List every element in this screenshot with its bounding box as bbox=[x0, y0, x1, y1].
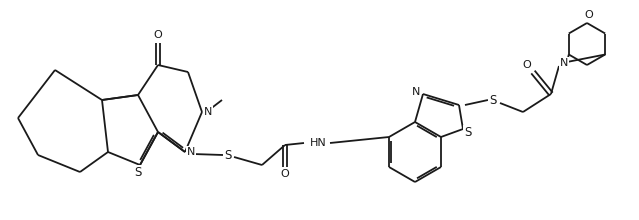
Text: N: N bbox=[204, 107, 212, 117]
Text: O: O bbox=[153, 30, 162, 40]
Text: O: O bbox=[585, 10, 594, 20]
Text: S: S bbox=[224, 148, 232, 161]
Text: N: N bbox=[412, 87, 420, 97]
Text: N: N bbox=[187, 147, 195, 157]
Text: O: O bbox=[523, 60, 532, 70]
Text: N: N bbox=[560, 58, 568, 68]
Text: O: O bbox=[281, 169, 289, 179]
Text: HN: HN bbox=[310, 138, 327, 148]
Text: S: S bbox=[465, 125, 472, 139]
Text: S: S bbox=[134, 165, 142, 178]
Text: S: S bbox=[489, 94, 497, 106]
